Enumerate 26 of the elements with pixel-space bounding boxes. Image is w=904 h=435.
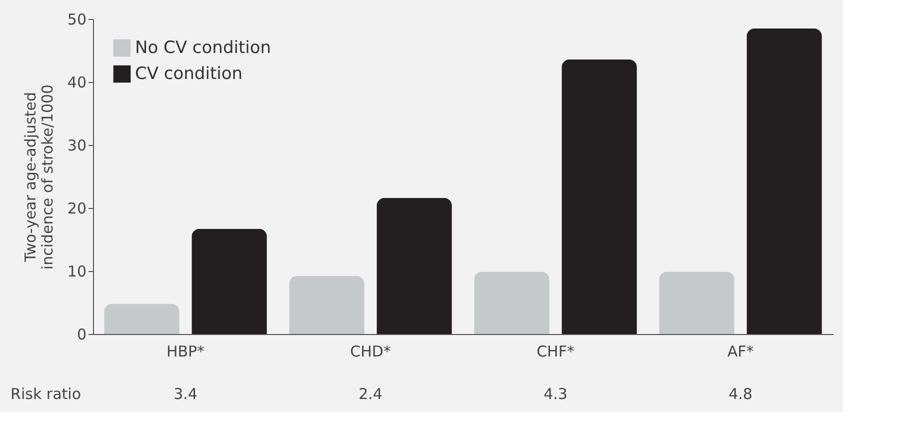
text: 4.3 (544, 385, 568, 403)
bar (192, 228, 267, 334)
text: 4.8 (728, 385, 752, 403)
x-tick-label: CHD* (350, 342, 392, 360)
y-tick-label: 30 (67, 136, 86, 154)
legend-label: CV condition (135, 64, 243, 84)
text: 3.4 (174, 385, 198, 403)
y-tick-label: 10 (67, 262, 86, 280)
bar (659, 272, 734, 334)
text: 2.4 (358, 385, 382, 403)
x-tick-label: AF* (727, 342, 754, 360)
text: Risk ratio (10, 385, 81, 403)
bar (104, 304, 180, 334)
bar (746, 28, 822, 334)
legend-label: No CV condition (135, 38, 272, 58)
y-tick-label: 20 (67, 200, 86, 218)
x-tick-label: HBP* (166, 342, 206, 360)
y-axis-title: Two-year age-adjusted incidence of stroke/1000 (21, 84, 56, 270)
bar (289, 276, 364, 334)
y-tick-label: 0 (76, 326, 86, 344)
x-tick-label: CHF* (536, 342, 575, 360)
y-tick-label: 50 (67, 10, 86, 28)
y-tick-label: 40 (67, 74, 86, 92)
bar (376, 198, 452, 334)
bar (562, 59, 637, 334)
bar (474, 272, 550, 334)
